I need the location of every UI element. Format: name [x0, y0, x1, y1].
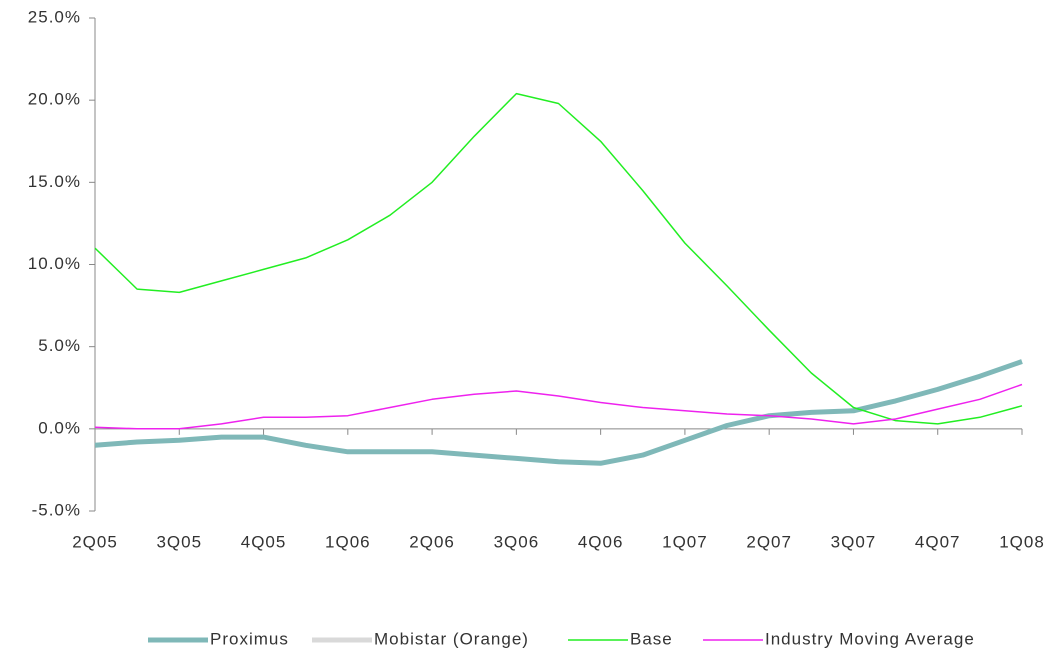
- series-line: [94, 383, 1023, 430]
- x-tick-label: 2Q06: [409, 532, 455, 551]
- y-tick-label: 0.0%: [38, 418, 81, 437]
- x-tick-label: 2Q05: [72, 532, 118, 551]
- x-tick-label: 4Q07: [915, 532, 961, 551]
- series-line: [94, 359, 1023, 466]
- legend-label: Mobistar (Orange): [374, 629, 529, 648]
- legend-label: Proximus: [210, 629, 289, 648]
- x-tick-label: 3Q05: [156, 532, 202, 551]
- x-tick-label: 4Q06: [578, 532, 624, 551]
- x-tick-label: 2Q07: [746, 532, 792, 551]
- x-tick-label: 3Q06: [494, 532, 540, 551]
- x-tick-label: 1Q06: [325, 532, 371, 551]
- x-tick-label: 1Q08: [999, 532, 1045, 551]
- y-tick-label: 15.0%: [28, 172, 81, 191]
- x-tick-label: 1Q07: [662, 532, 708, 551]
- y-tick-label: 10.0%: [28, 254, 81, 273]
- legend-label: Base: [630, 629, 673, 648]
- x-tick-label: 4Q05: [241, 532, 287, 551]
- y-tick-label: 20.0%: [28, 90, 81, 109]
- y-tick-label: 5.0%: [38, 336, 81, 355]
- y-tick-label: 25.0%: [28, 7, 81, 26]
- x-tick-label: 3Q07: [831, 532, 877, 551]
- y-tick-label: -5.0%: [32, 500, 81, 519]
- series-line: [94, 92, 1023, 425]
- legend-label: Industry Moving Average: [765, 629, 975, 648]
